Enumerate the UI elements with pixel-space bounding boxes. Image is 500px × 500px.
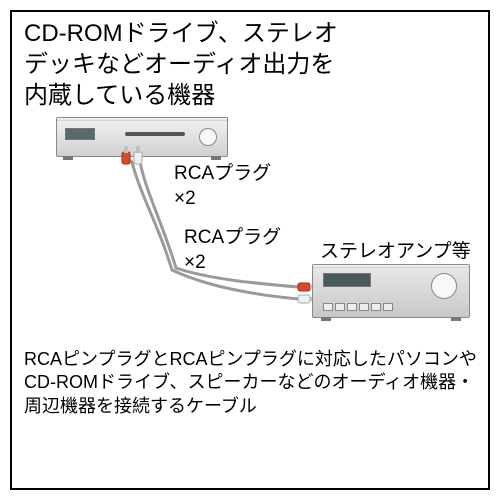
rca-bot-line2: ×2 (184, 251, 281, 276)
description-text: RCAピンプラグとRCAピンプラグに対応したパソコンや CD-ROMドライブ、ス… (24, 348, 477, 418)
desc-line2: CD-ROMドライブ、スピーカーなどのオーディオ機器・ (24, 371, 477, 394)
rca-top-label: RCAプラグ ×2 (174, 162, 271, 211)
device-amp (312, 264, 470, 318)
amp-knob (431, 273, 457, 299)
desc-line3: 周辺機器を接続するケーブル (24, 395, 477, 418)
diagram-frame: CD-ROMドライブ、ステレオ デッキなどオーディオ出力を 内蔵している機器 (10, 10, 490, 490)
rca-bot-line1: RCAプラグ (184, 226, 281, 251)
amp-buttons (323, 303, 393, 311)
rca-top-line1: RCAプラグ (174, 162, 271, 187)
amp-label: ステレオアンプ等 (320, 240, 471, 265)
amp-display (323, 273, 371, 287)
rca-top-line2: ×2 (174, 187, 271, 212)
rca-bot-label: RCAプラグ ×2 (184, 226, 281, 275)
desc-line1: RCAピンプラグとRCAピンプラグに対応したパソコンや (24, 348, 477, 371)
